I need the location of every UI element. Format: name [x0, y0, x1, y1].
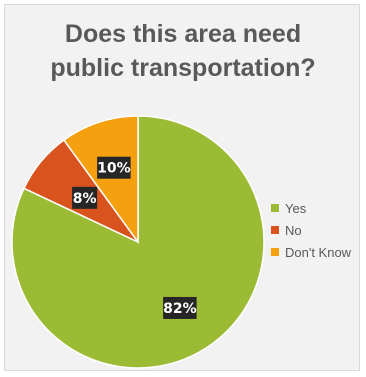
- pie-chart: 82% 8%10%: [11, 115, 265, 369]
- svg-text:8%: 8%: [73, 191, 97, 207]
- legend: Yes No Don't Know: [271, 197, 351, 263]
- slice-dont-know: [62, 115, 139, 245]
- legend-swatch-no: [271, 226, 279, 234]
- legend-swatch-yes: [271, 204, 279, 212]
- chart-title: Does this area need public transportatio…: [5, 17, 361, 85]
- legend-item-no: No: [271, 219, 351, 241]
- data-label-yes: 82%: [163, 296, 197, 319]
- legend-swatch-dont-know: [271, 248, 279, 256]
- chart-frame: Does this area need public transportatio…: [4, 4, 360, 371]
- legend-label-yes: Yes: [285, 200, 307, 216]
- chart-title-line-1: Does this area need: [64, 20, 302, 48]
- data-label-dont-know: 10%: [97, 156, 131, 179]
- data-label-no: 8%: [72, 186, 98, 209]
- slice-yes: [11, 115, 265, 369]
- legend-label-no: No: [285, 222, 302, 238]
- legend-item-yes: Yes: [271, 197, 351, 219]
- chart-title-line-2: public transportation?: [50, 54, 316, 82]
- legend-label-dont-know: Don't Know: [285, 244, 352, 260]
- legend-item-dont-know: Don't Know: [271, 241, 351, 263]
- svg-text:82%: 82%: [163, 301, 197, 317]
- svg-text:10%: 10%: [97, 161, 131, 177]
